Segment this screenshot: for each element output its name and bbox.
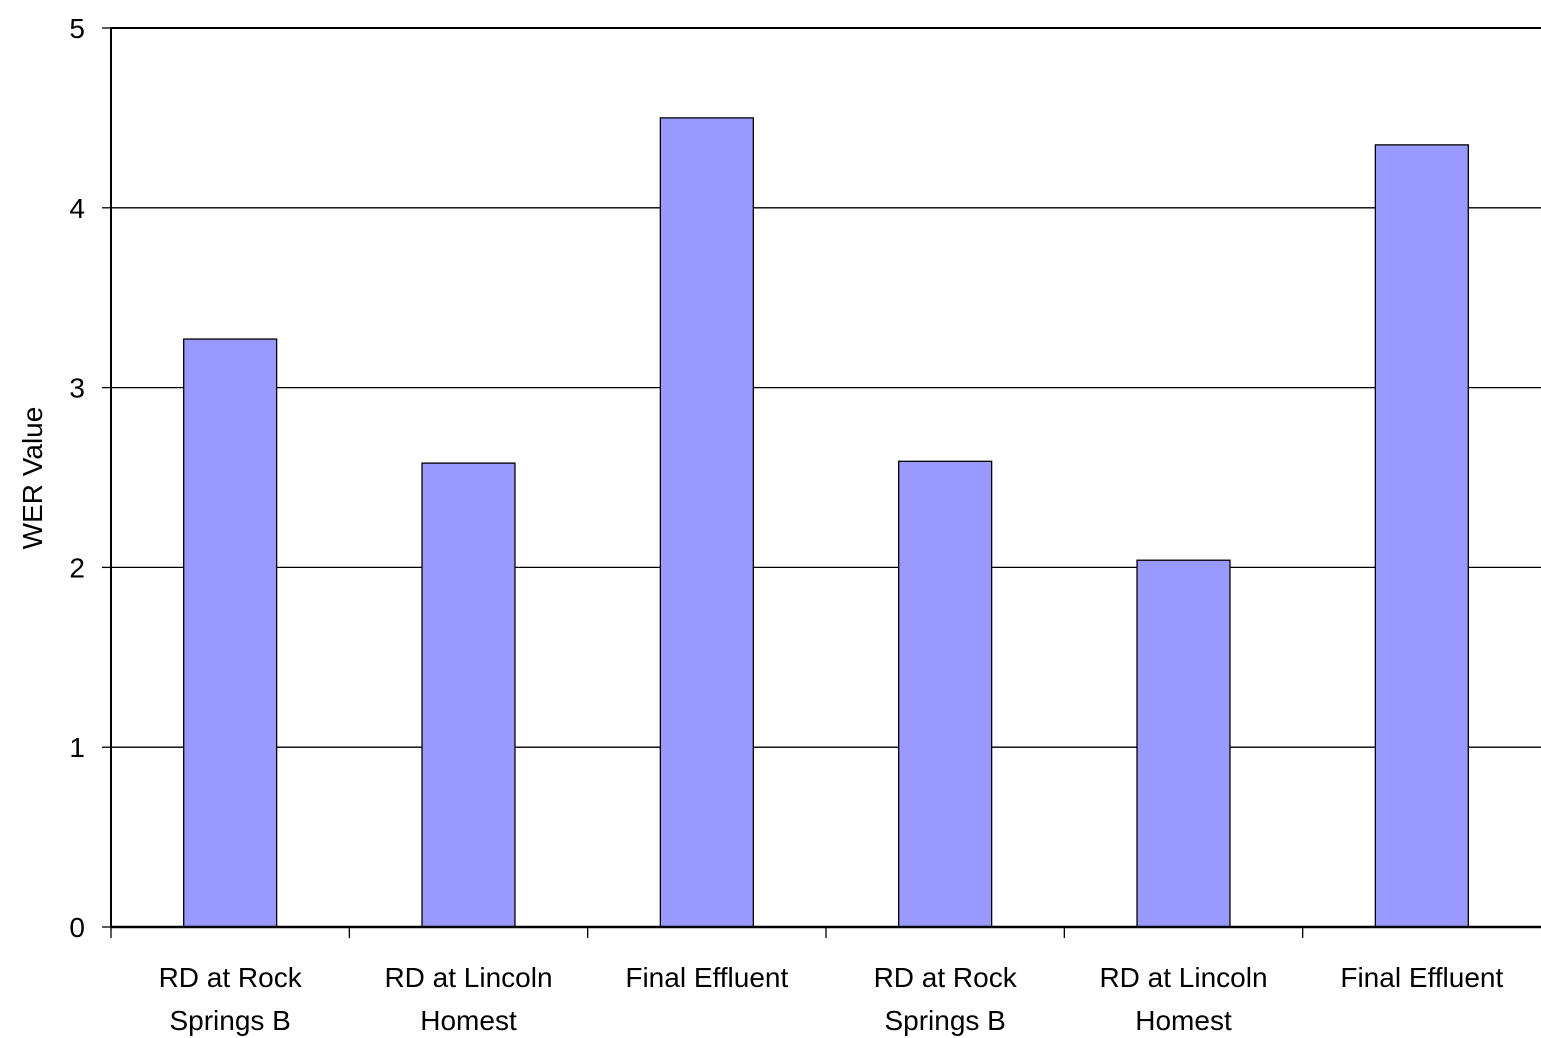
y-tick-label: 4 xyxy=(69,193,85,224)
axes xyxy=(102,27,1541,938)
y-tick-label: 2 xyxy=(69,552,85,583)
bar xyxy=(659,117,754,928)
x-tick-label: RD at Lincoln Homest xyxy=(384,962,552,1036)
bar xyxy=(898,460,993,928)
x-tick-label: RD at Rock Springs B xyxy=(874,962,1018,1036)
y-tick-label: 3 xyxy=(69,373,85,404)
y-axis-title: WER Value xyxy=(17,407,48,550)
bar xyxy=(1374,144,1469,928)
bar xyxy=(421,462,516,928)
bar xyxy=(183,338,278,928)
y-tick-label: 1 xyxy=(69,732,85,763)
x-tick-label: RD at Rock Springs B xyxy=(159,962,303,1036)
y-tick-labels: 0 1 2 3 4 5 xyxy=(69,13,85,943)
x-tick-label: RD at Lincoln Homest xyxy=(1099,962,1267,1036)
y-tick-label: 5 xyxy=(69,13,85,44)
bar xyxy=(1136,559,1231,928)
x-tick-label: Final Effluent xyxy=(625,962,788,993)
x-tick-label: Final Effluent xyxy=(1340,962,1503,993)
x-tick-labels: RD at Rock Springs B RD at Lincoln Homest Fi… xyxy=(159,962,1504,1036)
y-tick-label: 0 xyxy=(69,912,85,943)
grid-lines xyxy=(111,27,1541,748)
bars xyxy=(183,117,1469,928)
